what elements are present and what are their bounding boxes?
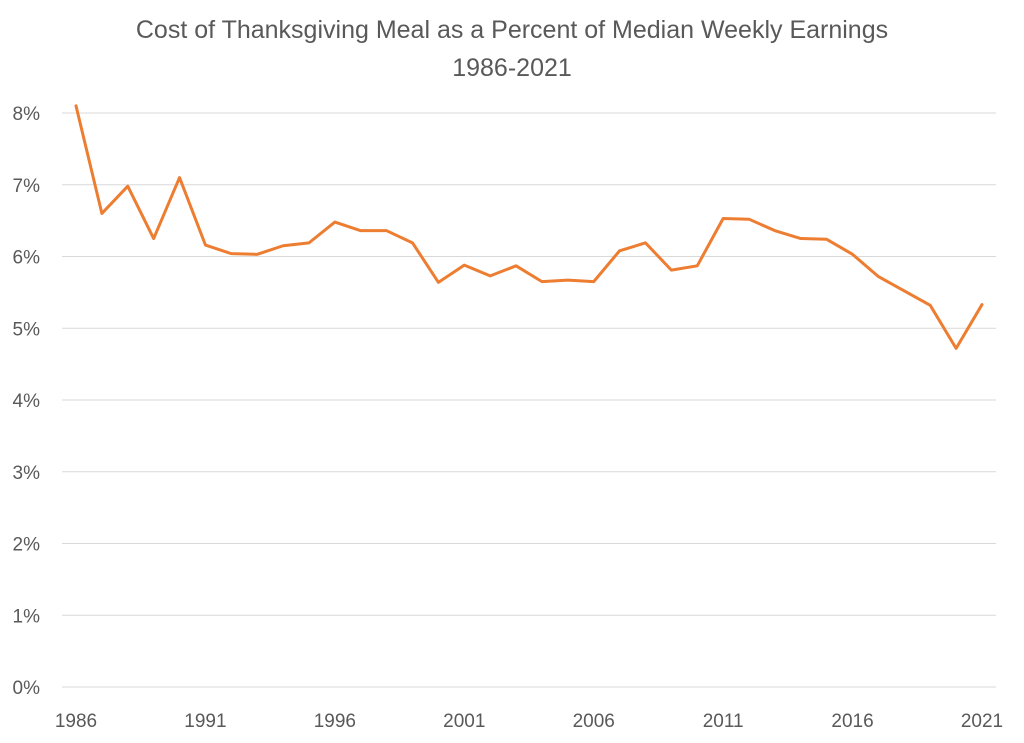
data-point	[333, 220, 337, 224]
data-point	[825, 237, 829, 241]
x-tick-label: 2021	[961, 711, 1003, 732]
data-point	[540, 280, 544, 284]
x-tick-label: 1996	[314, 711, 356, 732]
x-tick-label: 1986	[55, 711, 97, 732]
data-point	[203, 243, 207, 247]
data-point	[721, 216, 725, 220]
data-point	[876, 275, 880, 279]
data-point	[488, 274, 492, 278]
data-point	[618, 249, 622, 253]
y-tick-label: 2%	[13, 535, 41, 556]
data-point	[307, 241, 311, 245]
data-point	[643, 241, 647, 245]
data-point	[747, 217, 751, 221]
data-point	[773, 229, 777, 233]
data-point	[851, 252, 855, 256]
data-point	[514, 264, 518, 268]
x-tick-label: 2001	[443, 711, 485, 732]
data-point	[229, 252, 233, 256]
data-point	[178, 176, 182, 180]
data-point	[126, 184, 130, 188]
data-point	[152, 237, 156, 241]
data-point	[100, 211, 104, 215]
data-point	[462, 263, 466, 267]
x-tick-label: 2011	[703, 711, 744, 732]
y-tick-label: 6%	[13, 248, 41, 269]
y-tick-label: 1%	[13, 606, 41, 627]
chart-title: Cost of Thanksgiving Meal as a Percent o…	[135, 16, 889, 44]
data-point	[436, 280, 440, 284]
data-point	[592, 280, 596, 284]
data-point	[74, 104, 78, 108]
data-point	[799, 237, 803, 241]
series-line	[74, 104, 984, 350]
y-tick-label: 5%	[13, 319, 41, 340]
x-tick-label: 1991	[184, 711, 226, 732]
data-point	[954, 346, 958, 350]
x-tick-label: 2006	[573, 711, 615, 732]
data-point	[411, 241, 415, 245]
data-point	[669, 268, 673, 272]
y-tick-label: 4%	[13, 391, 41, 412]
data-point	[980, 303, 984, 307]
y-tick-label: 0%	[13, 678, 41, 699]
data-point	[566, 278, 570, 282]
data-point	[385, 229, 389, 233]
data-point	[281, 244, 285, 248]
data-point	[928, 303, 932, 307]
y-tick-label: 8%	[13, 104, 41, 125]
data-point	[902, 289, 906, 293]
data-point	[359, 229, 363, 233]
y-tick-label: 7%	[13, 176, 41, 197]
y-tick-label: 3%	[13, 463, 41, 484]
data-point	[255, 252, 259, 256]
x-tick-label: 2016	[831, 711, 873, 732]
chart-subtitle: 1986-2021	[452, 54, 572, 82]
data-point	[695, 264, 699, 268]
